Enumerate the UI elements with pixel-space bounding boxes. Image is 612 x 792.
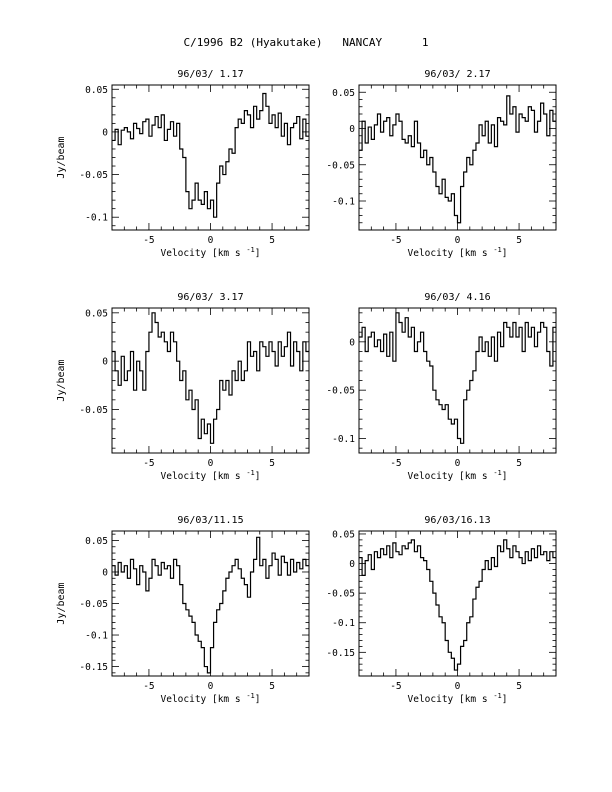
panel-title: 96/03/ 4.16 xyxy=(424,292,490,303)
spectrum-panel-3: 96/03/ 3.17 -5 0 5 0.05 0 -0.05 Velocity [km s … xyxy=(56,292,310,482)
x-axis-label: Velocity [km s -1] xyxy=(408,246,508,259)
spectrum-line xyxy=(359,312,556,444)
plot-frame xyxy=(358,84,557,231)
y-tick-label: 0.05 xyxy=(85,536,108,547)
panel-title: 96/03/ 1.17 xyxy=(177,69,243,80)
y-tick-label: 0.05 xyxy=(85,308,108,319)
x-tick-label: -5 xyxy=(390,458,401,469)
x-tick-label: 0 xyxy=(208,458,214,469)
x-tick-label: 5 xyxy=(269,681,275,692)
spectrum-panel-1: 96/03/ 1.17 -5 0 5 0.05 0 -0.05 -0.1 Velocity [k… xyxy=(56,69,310,259)
y-tick-label: -0.15 xyxy=(79,662,108,673)
page-title: C/1996 B2 (Hyakutake) NANCAY 1 xyxy=(183,36,429,49)
x-tick-label: 5 xyxy=(269,458,275,469)
y-tick-label: 0 xyxy=(102,127,108,138)
x-tick-label: 5 xyxy=(516,235,522,246)
x-tick-label: 0 xyxy=(455,458,461,469)
x-axis-label: Velocity [km s -1] xyxy=(408,469,508,482)
y-tick-label: 0 xyxy=(102,567,108,578)
y-tick-label: 0.05 xyxy=(85,85,108,96)
y-tick-label: -0.05 xyxy=(79,405,108,416)
y-tick-label: -0.1 xyxy=(85,213,108,224)
spectrum-line xyxy=(112,92,309,218)
x-axis-label: Velocity [km s -1] xyxy=(161,246,261,259)
y-tick-label: -0.05 xyxy=(79,599,108,610)
x-axis-label: Velocity [km s -1] xyxy=(161,469,261,482)
y-tick-label: -0.1 xyxy=(85,631,108,642)
y-tick-label: 0.05 xyxy=(332,88,355,99)
y-tick-label: -0.1 xyxy=(332,197,355,208)
panel-title: 96/03/16.13 xyxy=(424,515,490,526)
spectrum-panel-5: 96/03/11.15 -5 0 5 0.05 0 -0.05 -0.1 -0.15 Veloci… xyxy=(56,515,310,705)
x-tick-label: 5 xyxy=(269,235,275,246)
x-tick-label: 0 xyxy=(208,235,214,246)
y-tick-label: 0 xyxy=(349,559,355,570)
panel-title: 96/03/11.15 xyxy=(177,515,243,526)
y-tick-label: -0.05 xyxy=(79,170,108,181)
spectrum-panel-4: 96/03/ 4.16 -5 0 5 0 -0.05 -0.1 Velocity [km s … xyxy=(326,292,557,482)
x-tick-label: -5 xyxy=(143,458,154,469)
y-tick-label: -0.05 xyxy=(326,386,355,397)
x-tick-label: -5 xyxy=(143,235,154,246)
y-axis-label: Jy/beam xyxy=(56,582,67,624)
x-tick-label: -5 xyxy=(390,235,401,246)
y-tick-label: -0.05 xyxy=(326,160,355,171)
y-tick-label: 0 xyxy=(102,357,108,368)
panel-title: 96/03/ 2.17 xyxy=(424,69,490,80)
y-tick-label: -0.15 xyxy=(326,648,355,659)
spectrum-line xyxy=(112,536,309,674)
x-axis-label: Velocity [km s -1] xyxy=(408,692,508,705)
spectrum-panel-2: 96/03/ 2.17 -5 0 5 0.05 0 -0.05 -0.1 Velocity [k… xyxy=(326,69,557,259)
spectrum-line xyxy=(359,95,556,224)
y-tick-label: 0 xyxy=(349,124,355,135)
spectrum-line xyxy=(359,539,556,671)
y-tick-label: -0.1 xyxy=(332,618,355,629)
y-tick-label: -0.05 xyxy=(326,589,355,600)
x-tick-label: 0 xyxy=(455,235,461,246)
x-tick-label: -5 xyxy=(390,681,401,692)
x-axis-label: Velocity [km s -1] xyxy=(161,692,261,705)
x-tick-label: 5 xyxy=(516,458,522,469)
plot-frame xyxy=(358,530,557,677)
x-tick-label: 0 xyxy=(208,681,214,692)
y-tick-label: 0.05 xyxy=(332,529,355,540)
spectrum-panel-6: 96/03/16.13 -5 0 5 0.05 0 -0.05 -0.1 -0.15 Veloci… xyxy=(326,515,557,705)
spectrum-line xyxy=(112,312,309,444)
x-tick-label: 5 xyxy=(516,681,522,692)
y-tick-label: 0 xyxy=(349,337,355,348)
panel-title: 96/03/ 3.17 xyxy=(177,292,243,303)
y-axis-label: Jy/beam xyxy=(56,136,67,178)
y-axis-label: Jy/beam xyxy=(56,359,67,401)
x-tick-label: -5 xyxy=(143,681,154,692)
x-tick-label: 0 xyxy=(455,681,461,692)
y-tick-label: -0.1 xyxy=(332,434,355,445)
